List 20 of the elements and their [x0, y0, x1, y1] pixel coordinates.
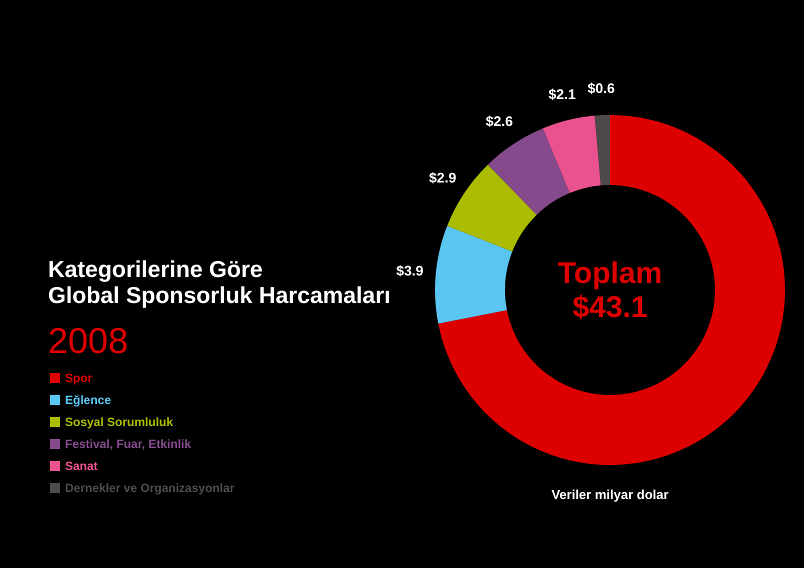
legend-label: Eğlence [65, 393, 112, 407]
donut-slice [435, 226, 512, 324]
text: Kategorilerine Göre Global Sponsorluk Harcamaları [48, 256, 391, 308]
text: Toplam [558, 257, 662, 290]
text: $43.1 [572, 291, 648, 324]
donut-slice [488, 128, 570, 215]
legend-label: Festival, Fuar, Etkinlik [65, 437, 192, 451]
data-label: $2.6 [486, 113, 514, 130]
legend-label: Dernekler ve Organizasyonlar [65, 481, 235, 495]
text: 2008 [48, 320, 128, 361]
data-label: $3.9 [396, 262, 424, 279]
legend-label: Sosyal Sorumluluk [65, 415, 174, 429]
data-label: $2.9 [428, 170, 456, 186]
data-label: $0.6 [588, 80, 616, 96]
donut-slice [594, 115, 610, 186]
text: Veriler milyar dolar [551, 487, 669, 502]
legend-label: Sanat [65, 459, 98, 473]
legend-label: Spor [65, 371, 93, 385]
donut-slice [542, 116, 601, 194]
data-label: $2.1 [548, 86, 576, 102]
